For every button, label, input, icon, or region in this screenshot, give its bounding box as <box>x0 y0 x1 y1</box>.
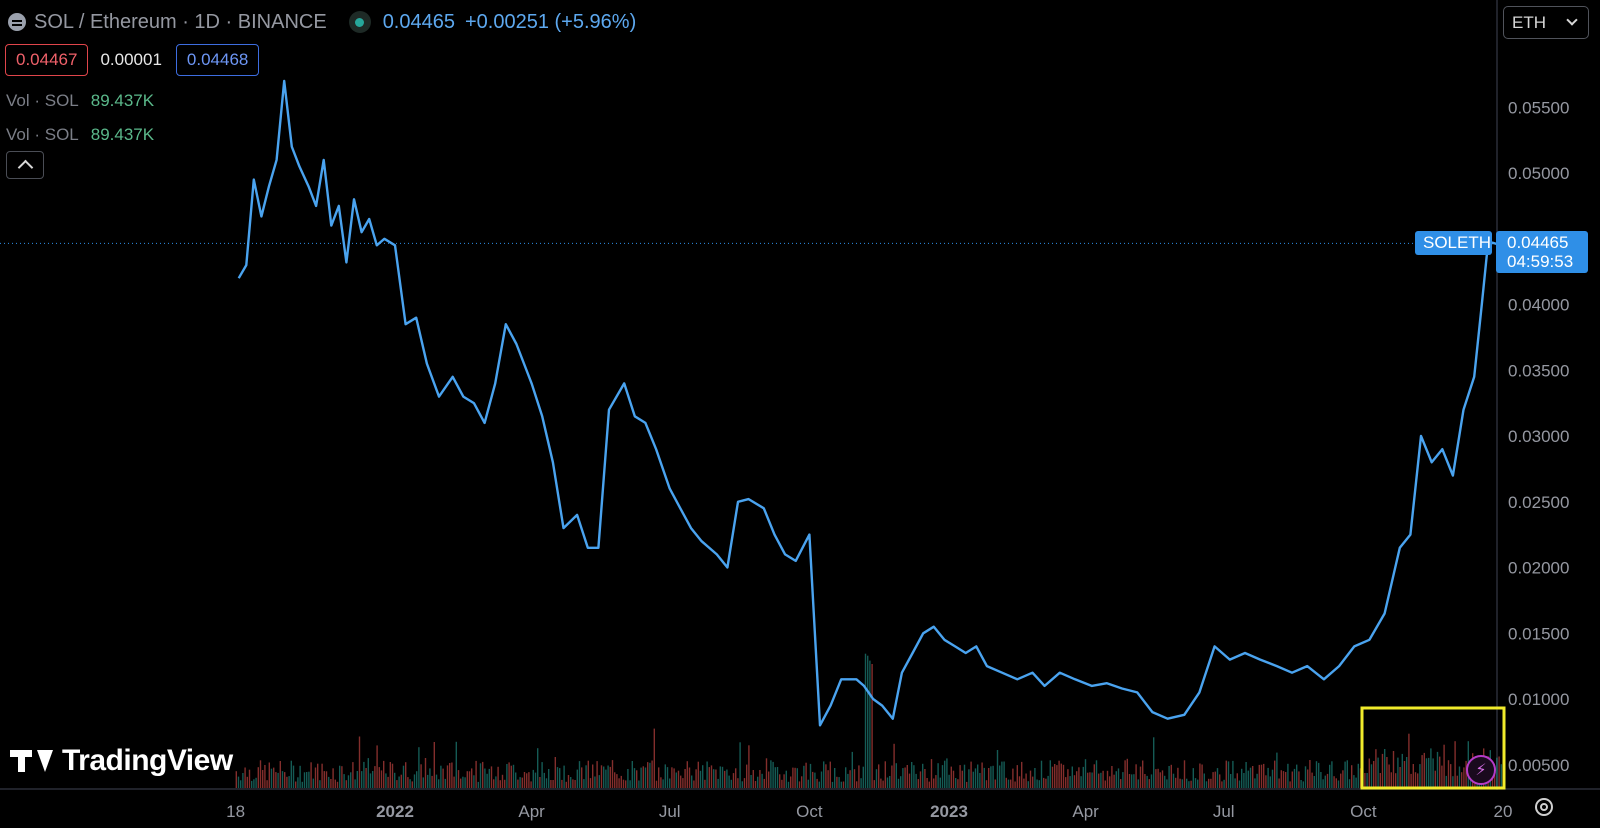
menu-icon[interactable] <box>8 13 26 31</box>
chevron-down-icon <box>1566 14 1578 26</box>
price-axis-label: 0.02000 <box>1508 559 1569 578</box>
indicator-label: Vol · SOL <box>6 125 79 144</box>
price-axis-label: 0.05000 <box>1508 164 1569 183</box>
volume-indicator-legend[interactable]: Vol · SOL 89.437K <box>6 91 154 111</box>
time-axis-label: Jul <box>659 802 681 821</box>
time-axis-label: 18 <box>226 802 245 821</box>
time-axis-label: Oct <box>796 802 823 821</box>
price-change: +0.00251 (+5.96%) <box>464 10 637 33</box>
time-axis-label: Jul <box>1213 802 1235 821</box>
currency-select[interactable]: ETH <box>1503 6 1589 39</box>
last-price: 0.04465 <box>382 10 455 33</box>
symbol-title[interactable]: SOL / Ethereum · 1D · BINANCE <box>34 10 327 33</box>
lightning-icon[interactable]: ⚡ <box>1466 755 1496 785</box>
symbol-price-tag: SOLETH <box>1415 231 1492 255</box>
time-axis-label: Apr <box>1072 802 1099 821</box>
currency-value: ETH <box>1512 12 1546 32</box>
volume-indicator-legend[interactable]: Vol · SOL 89.437K <box>6 125 154 145</box>
market-status-icon[interactable] <box>348 11 371 33</box>
tag-countdown: 04:59:53 <box>1507 252 1574 271</box>
collapse-legend-button[interactable] <box>6 151 44 179</box>
time-axis-label: 2023 <box>930 802 968 821</box>
last-price-tag: 0.04465 04:59:53 <box>1496 231 1588 273</box>
time-axis-label: Oct <box>1350 802 1377 821</box>
price-axis-label: 0.01000 <box>1508 690 1569 709</box>
settings-gear-icon[interactable] <box>1535 798 1553 816</box>
sell-button[interactable]: 0.04467 <box>5 44 89 76</box>
price-axis-label: 0.04000 <box>1508 296 1569 315</box>
price-axis-label: 0.01500 <box>1508 624 1569 643</box>
spread-value: 0.00001 <box>100 50 162 69</box>
price-axis-label: 0.02500 <box>1508 493 1569 512</box>
price-axis-label: 0.03500 <box>1508 361 1569 380</box>
indicator-label: Vol · SOL <box>6 91 79 110</box>
price-axis-label: 0.05500 <box>1508 98 1569 117</box>
tag-price: 0.04465 <box>1507 233 1569 252</box>
symbol-header[interactable]: SOL / Ethereum · 1D · BINANCE 0.04465 +0… <box>8 9 636 35</box>
chevron-up-icon <box>17 159 33 176</box>
time-axis-label: Apr <box>518 802 545 821</box>
price-axis-label: 0.00500 <box>1508 756 1569 775</box>
time-axis-label: 2022 <box>376 802 414 821</box>
volume-histogram <box>235 653 1502 788</box>
trade-quotes: 0.04467 0.00001 0.04468 <box>5 44 260 76</box>
buy-button[interactable]: 0.04468 <box>175 44 260 76</box>
logo-text: TradingView <box>62 744 233 777</box>
price-axis-label: 0.03000 <box>1508 427 1569 446</box>
price-series-line[interactable] <box>237 79 1502 727</box>
tradingview-logo[interactable]: TradingView <box>10 744 233 778</box>
highlight-box <box>1360 706 1506 790</box>
tradingview-logo-icon <box>10 748 54 774</box>
indicator-value: 89.437K <box>90 125 155 144</box>
time-axis-label: 20 <box>1494 802 1513 821</box>
indicator-value: 89.437K <box>90 91 155 110</box>
